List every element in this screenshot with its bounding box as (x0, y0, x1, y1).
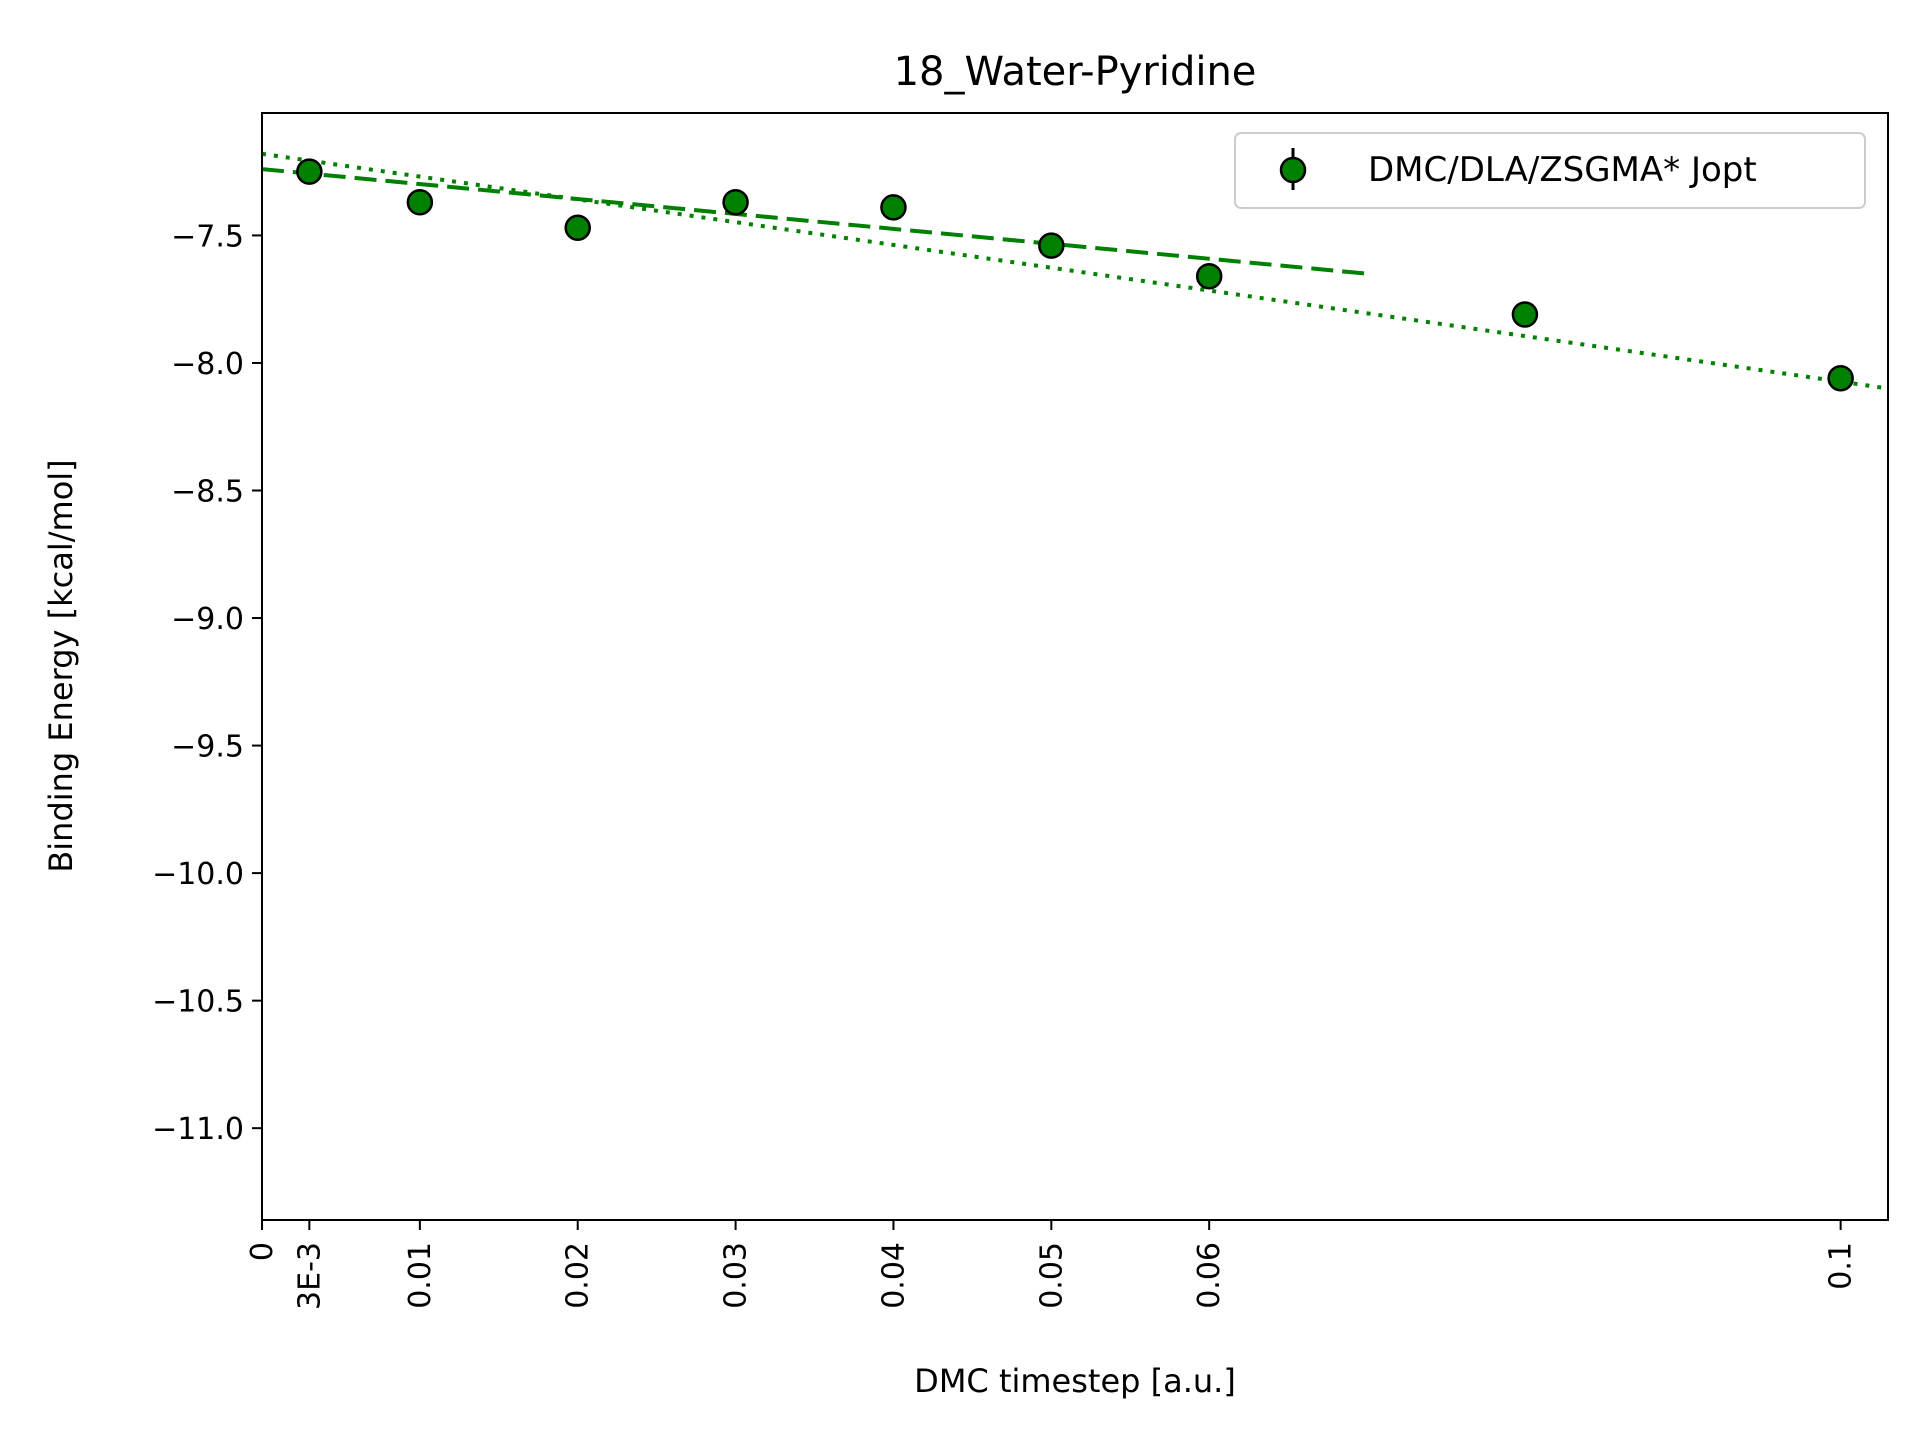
y-tick-label: −7.5 (171, 219, 244, 254)
legend-label: DMC/DLA/ZSGMA* Jopt (1368, 150, 1757, 190)
x-tick-label: 0.1 (1824, 1242, 1859, 1290)
x-tick-label: 0.05 (1034, 1242, 1069, 1309)
x-axis: 0 3E-3 0.01 0.02 0.03 0.04 0.05 0.06 0.1 (245, 1220, 1859, 1310)
x-tick-label: 3E-3 (292, 1242, 327, 1310)
plot-area (262, 151, 1888, 392)
fit-line-dashed (262, 167, 1368, 276)
data-point (564, 214, 591, 242)
y-tick-label: −8.5 (171, 475, 244, 510)
x-axis-label: DMC timestep [a.u.] (914, 1362, 1236, 1400)
y-tick-label: −11.0 (152, 1112, 244, 1147)
y-tick-label: −8.0 (171, 347, 244, 382)
data-point (1038, 232, 1065, 259)
x-tick-label: 0.03 (719, 1242, 754, 1309)
legend-box (1234, 132, 1866, 209)
data-point (1511, 301, 1539, 328)
data-point (880, 194, 907, 221)
y-tick-label: −9.0 (171, 602, 244, 637)
x-tick-label: 0 (245, 1242, 280, 1261)
legend-marker (1279, 156, 1307, 184)
x-tick-label: 0.01 (403, 1242, 438, 1309)
x-tick-label: 0.04 (876, 1242, 911, 1309)
fit-line-dotted (262, 151, 1888, 391)
x-tick-label: 0.06 (1192, 1242, 1227, 1309)
data-point (722, 189, 749, 216)
x-tick-label: 0.02 (561, 1242, 596, 1309)
data-point (406, 189, 434, 216)
y-tick-label: −10.5 (152, 985, 244, 1020)
data-point (296, 158, 323, 185)
legend: DMC/DLA/ZSGMA* Jopt (1234, 132, 1866, 209)
plot-frame (261, 112, 1889, 1221)
data-point (1195, 262, 1223, 290)
data-point (1827, 365, 1854, 392)
y-tick-label: −9.5 (171, 730, 244, 765)
y-axis-label: Binding Energy [kcal/mol] (42, 459, 80, 872)
y-tick-label: −10.0 (152, 857, 244, 892)
y-axis: −7.5 −8.0 −8.5 −9.0 −9.5 −10.0 −10.5 −11.0 (152, 219, 262, 1147)
chart-title: 18_Water-Pyridine (894, 49, 1257, 95)
